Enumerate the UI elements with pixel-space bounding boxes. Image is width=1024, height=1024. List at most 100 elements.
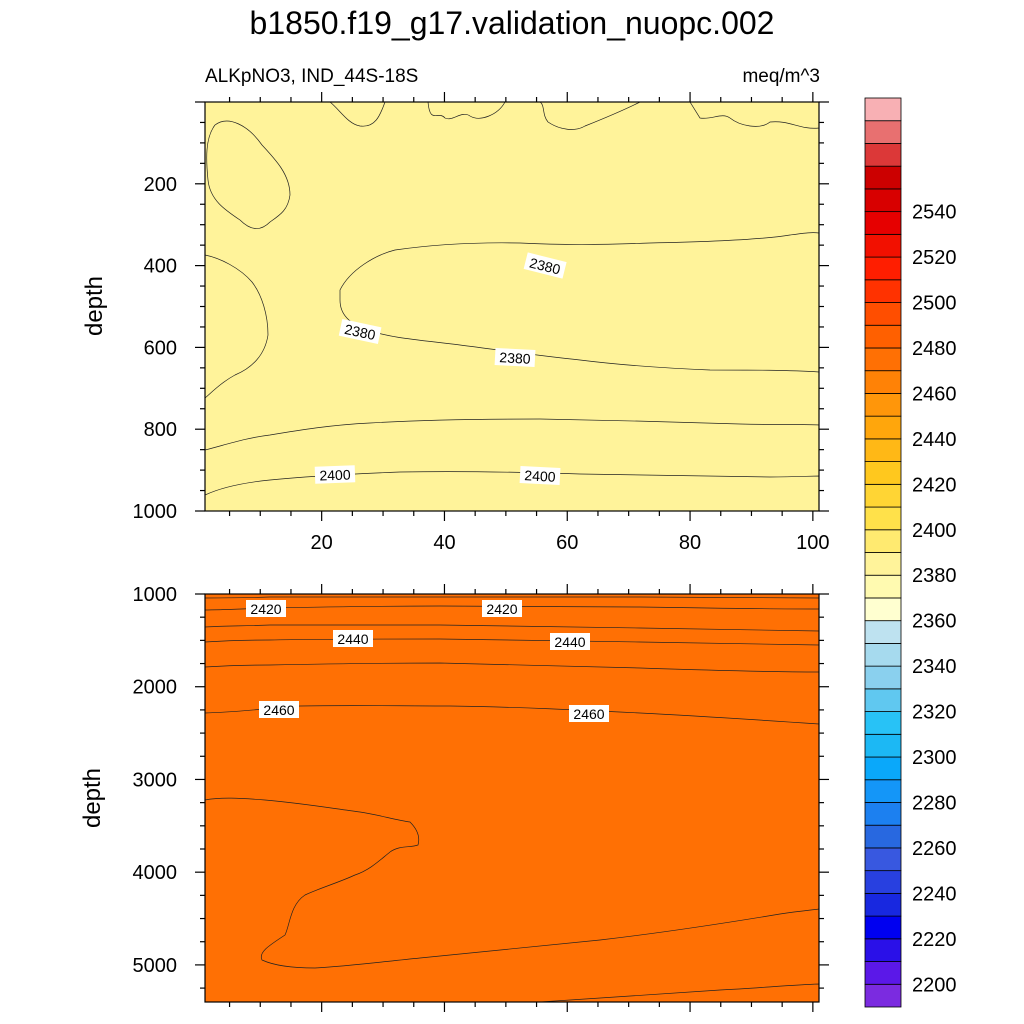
y-tick-label: 5000 [133,955,178,977]
colorbar-tick-label: 2400 [912,520,957,542]
colorbar-swatch [864,324,902,349]
colorbar-swatch [864,870,902,894]
colorbar-swatch [864,529,902,553]
contour-label: 2400 [524,467,556,485]
colorbar-tick-label: 2360 [912,611,957,633]
y-tick-label: 2000 [133,677,178,699]
colorbar-swatch [864,643,902,667]
colorbar-swatch [864,847,902,872]
left-subtitle: ALKpNO3, IND_44S-18S [205,66,418,87]
colorbar-swatch [864,302,902,326]
contour-label: 2400 [319,466,351,483]
lower-fill-2440 [205,594,819,646]
colorbar-tick-label: 2520 [912,247,957,269]
x-tick-label: 40 [433,532,455,554]
contour-label: 2460 [263,702,294,718]
colorbar-tick-label: 2460 [912,383,957,405]
colorbar-swatch [864,461,902,485]
colorbar-tick-label: 2540 [912,202,957,224]
lower-fill-2460 [205,594,819,1002]
colorbar-swatch [864,120,902,144]
contour-label: 2380 [528,254,562,277]
x-tick-label: 100 [796,532,829,554]
colorbar: 2200 2220 2240 2260 2280 2300 2320 2340 2360 2380… [864,97,957,1008]
colorbar-tick-label: 2260 [912,838,957,860]
colorbar-tick-label: 2480 [912,338,957,360]
colorbar-tick-label: 2440 [912,429,957,451]
colorbar-tick-label: 2300 [912,747,957,769]
upper-ylabel: depth [81,276,108,336]
lower-contour-labels: 2420 2420 2440 2440 2460 2460 [246,600,609,722]
upper-fill-2400-band [205,418,819,511]
colorbar-swatch [864,733,902,758]
colorbar-swatch [864,665,902,690]
colorbar-swatch [864,279,902,303]
lower-plot-frame [204,593,820,1003]
contour-label: 2420 [250,601,281,617]
colorbar-swatch [864,915,902,940]
colorbar-swatch [864,97,902,122]
y-tick-label: 400 [144,256,177,278]
colorbar-swatch [864,393,902,417]
lower-fill-2410 [205,594,819,599]
upper-contour-labels: 2380 2380 2380 2400 2400 [314,252,567,486]
y-tick-label: 800 [144,419,177,441]
lower-fill-2480 [539,983,819,1002]
colorbar-swatch [864,620,902,644]
right-subtitle: meq/m^3 [742,66,820,87]
contour-label: 2440 [337,631,368,647]
colorbar-tick-label: 2420 [912,474,957,496]
upper-axes: 20 40 60 80 100 200 400 600 800 1000 [133,92,830,554]
colorbar-swatch [864,211,902,235]
colorbar-swatch [864,347,902,372]
colorbar-swatch [864,961,902,985]
colorbar-swatch [864,938,902,962]
colorbar-tick-label: 2320 [912,702,957,724]
colorbar-swatch [864,574,902,599]
y-tick-label: 600 [144,337,177,359]
colorbar-tick-label: 2200 [912,974,957,996]
contour-label: 2440 [554,634,585,650]
contour-label: 2460 [573,706,604,722]
lower-axes: 1000 2000 3000 4000 5000 [133,584,829,1012]
upper-panel-contours [205,102,819,511]
colorbar-tick-label: 2240 [912,883,957,905]
y-tick-label: 1000 [133,584,178,606]
lower-fill-2450 [205,594,819,673]
colorbar-swatch [864,688,902,712]
contour-label: 2420 [486,601,517,617]
colorbar-swatch [864,711,902,735]
colorbar-swatch [864,552,902,576]
x-tick-label: 20 [311,532,333,554]
upper-fill-2390 [205,102,819,511]
lower-fill-2430 [205,594,819,632]
colorbar-swatch [864,438,902,463]
colorbar-swatch [864,756,902,781]
lower-panel-contours [205,594,819,1002]
colorbar-swatch [864,892,902,917]
colorbar-tick-label: 2220 [912,929,957,951]
x-tick-label: 60 [556,532,578,554]
colorbar-swatch [864,802,902,826]
y-tick-label: 200 [144,174,177,196]
colorbar-swatch [864,415,902,440]
lower-ylabel: depth [79,768,106,828]
y-tick-label: 3000 [133,769,178,791]
upper-fill-2380-surface [205,102,819,130]
colorbar-swatch [864,483,902,508]
colorbar-swatch [864,597,902,622]
upper-fill-2380-left [205,254,269,399]
colorbar-swatch [864,983,902,1008]
colorbar-swatch [864,233,902,258]
colorbar-swatch [864,506,902,531]
colorbar-swatch [864,165,902,190]
colorbar-tick-label: 2500 [912,293,957,315]
chart-title: b1850.f19_g17.validation_nuopc.002 [250,5,775,41]
upper-fill-2380-tongue [339,232,819,373]
colorbar-tick-label: 2380 [912,565,957,587]
y-tick-label: 1000 [133,501,178,523]
colorbar-swatch [864,188,902,213]
y-tick-label: 4000 [133,862,178,884]
upper-fill-2400-blob [206,120,291,229]
